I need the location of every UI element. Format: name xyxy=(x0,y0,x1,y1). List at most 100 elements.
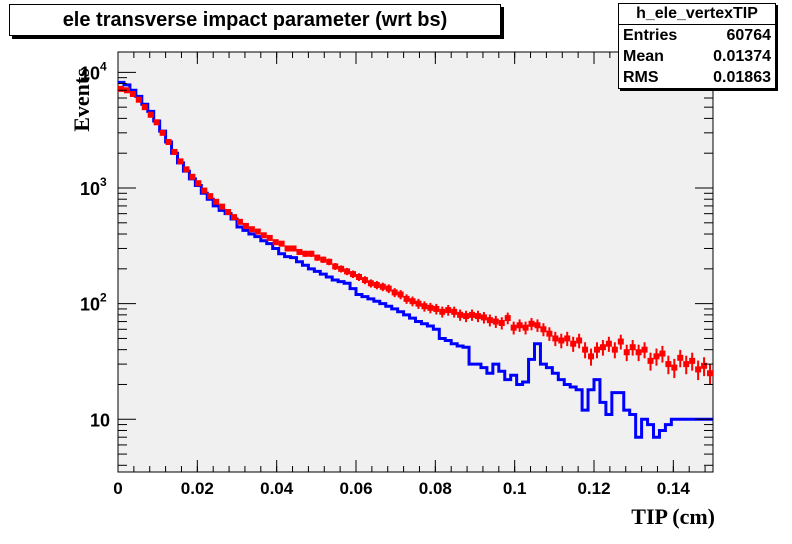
data-point xyxy=(564,335,571,342)
data-point xyxy=(397,291,404,298)
data-point xyxy=(350,271,357,278)
data-point xyxy=(492,318,499,325)
data-point xyxy=(635,349,642,356)
data-point xyxy=(367,280,374,287)
data-point xyxy=(588,353,595,360)
data-point xyxy=(248,226,255,233)
data-point xyxy=(338,265,345,272)
data-point xyxy=(373,281,380,288)
data-point xyxy=(355,273,362,280)
y-tick-label: 10 xyxy=(90,410,110,430)
data-point xyxy=(284,245,291,252)
data-point xyxy=(344,268,351,275)
data-point xyxy=(159,129,166,136)
data-point xyxy=(385,285,392,292)
x-axis-label: TIP (cm) xyxy=(631,504,715,529)
data-point xyxy=(195,180,202,187)
y-tick-label: 10 xyxy=(80,63,100,83)
data-point xyxy=(379,283,386,290)
x-tick-label: 0.12 xyxy=(577,479,610,498)
data-point xyxy=(308,250,315,257)
data-point xyxy=(486,317,493,324)
x-tick-label: 0.02 xyxy=(181,479,214,498)
data-point xyxy=(558,337,565,344)
data-point xyxy=(242,222,249,229)
data-point xyxy=(117,85,124,92)
data-point xyxy=(599,344,606,351)
data-point xyxy=(272,239,279,246)
data-point xyxy=(605,340,612,347)
data-point xyxy=(278,240,285,247)
data-point xyxy=(522,324,529,331)
data-point xyxy=(510,324,517,331)
series-0 xyxy=(118,80,713,439)
y-tick-exponent: 3 xyxy=(100,175,107,189)
data-point xyxy=(254,228,261,235)
x-tick-label: 0 xyxy=(113,479,122,498)
data-point xyxy=(665,361,672,368)
data-point xyxy=(701,362,708,369)
data-point xyxy=(177,158,184,165)
x-tick-label: 0.14 xyxy=(657,479,691,498)
data-point xyxy=(629,344,636,351)
data-point xyxy=(231,214,238,221)
data-point xyxy=(439,308,446,315)
data-point xyxy=(498,320,505,327)
series-layer xyxy=(117,80,714,439)
data-point xyxy=(647,357,654,364)
data-point xyxy=(361,277,368,284)
data-point xyxy=(165,138,172,145)
data-point xyxy=(332,263,339,270)
data-point xyxy=(290,245,297,252)
data-point xyxy=(421,303,428,310)
y-tick-label: 10 xyxy=(80,295,100,315)
y-tick-exponent: 2 xyxy=(100,291,107,305)
data-point xyxy=(546,330,553,337)
data-point xyxy=(611,346,618,353)
data-point xyxy=(534,322,541,329)
y-tick-label: 10 xyxy=(80,179,100,199)
reference-histogram-line xyxy=(118,80,713,439)
series-1 xyxy=(117,85,714,385)
data-point xyxy=(582,346,589,353)
plot-frame xyxy=(117,51,714,473)
x-tick-label: 0.08 xyxy=(419,479,452,498)
data-point xyxy=(403,295,410,302)
data-point xyxy=(266,234,273,241)
stats-row-mean: Mean 0.01374 xyxy=(619,46,775,67)
data-point xyxy=(207,193,214,200)
data-point xyxy=(135,96,142,103)
data-point xyxy=(415,300,422,307)
data-point xyxy=(183,166,190,173)
data-point xyxy=(451,308,458,315)
data-point xyxy=(653,353,660,360)
data-point xyxy=(213,198,220,205)
data-point xyxy=(427,304,434,311)
data-point xyxy=(707,370,714,377)
stats-histogram-name: h_ele_vertexTIP xyxy=(619,4,775,25)
data-point xyxy=(552,335,559,342)
stats-row-entries: Entries 60764 xyxy=(619,25,775,46)
data-point xyxy=(320,256,327,263)
data-point xyxy=(695,366,702,373)
x-tick-label: 0.1 xyxy=(503,479,527,498)
chart-title: ele transverse impact parameter (wrt bs) xyxy=(9,4,501,36)
data-point xyxy=(391,289,398,296)
data-point xyxy=(189,173,196,180)
data-point xyxy=(474,313,481,320)
y-tick-exponent: 4 xyxy=(100,59,107,73)
data-point xyxy=(463,313,470,320)
data-point xyxy=(683,361,690,368)
data-point xyxy=(409,298,416,305)
data-point xyxy=(617,338,624,345)
data-point xyxy=(516,322,523,329)
stats-entries-value: 60764 xyxy=(726,27,772,44)
stats-rms-value: 0.01863 xyxy=(713,69,771,86)
data-point xyxy=(457,311,464,318)
stats-box: h_ele_vertexTIP Entries 60764 Mean 0.013… xyxy=(618,3,776,89)
data-point xyxy=(671,364,678,371)
data-point xyxy=(302,250,309,257)
data-point xyxy=(576,337,583,344)
